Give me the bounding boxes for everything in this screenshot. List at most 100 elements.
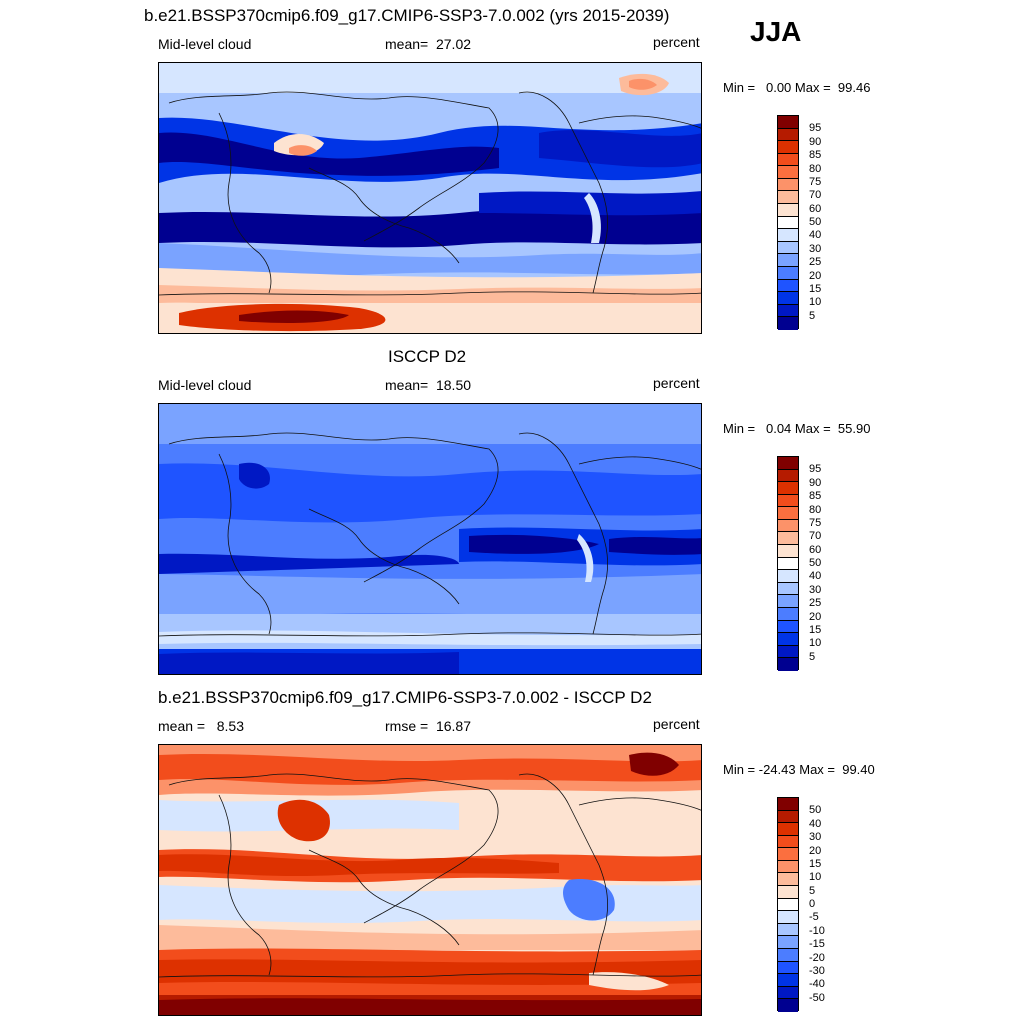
colorbar-tick-label: 10 [809, 296, 822, 309]
panel2-mean-label: mean= 18.50 [385, 377, 472, 393]
colorbar-cell [778, 570, 798, 583]
colorbar-tick-label: 85 [809, 149, 822, 162]
colorbar-tick-label: -20 [809, 951, 825, 964]
colorbar-cell [778, 229, 798, 242]
colorbar-cell [778, 835, 798, 849]
colorbar-tick-label: 80 [809, 162, 822, 175]
colorbar-cell [778, 292, 798, 305]
colorbar-tick-label: 95 [809, 122, 822, 135]
colorbar-cell [778, 886, 798, 899]
colorbar-tick-label: 10 [809, 871, 822, 884]
colorbar-tick-label: -5 [809, 911, 819, 924]
panel3-title: b.e21.BSSP370cmip6.f09_g17.CMIP6-SSP3-7.… [158, 688, 652, 707]
colorbar-cell [778, 494, 798, 508]
colorbar-cell [778, 519, 798, 533]
panel3-colorbar-ticks: 50 40 30 20 15 10 5 0 -5 -10 -15 -20 -30 -40 -50 [809, 797, 869, 1011]
colorbar-cell [778, 582, 798, 596]
colorbar-tick-label: 25 [809, 256, 822, 269]
panel2-map [158, 403, 702, 675]
colorbar-tick-label: 90 [809, 135, 822, 148]
panel1-mean-label: mean= 27.02 [385, 36, 472, 52]
colorbar-tick-label: 5 [809, 650, 816, 663]
colorbar-tick-label: 5 [809, 884, 816, 897]
colorbar-tick-label: 30 [809, 583, 822, 596]
panel1-variable-label: Mid-level cloud [158, 36, 252, 52]
colorbar-tick-label: -15 [809, 938, 825, 951]
colorbar-tick-label: 10 [809, 637, 822, 650]
panel1-title: b.e21.BSSP370cmip6.f09_g17.CMIP6-SSP3-7.… [144, 6, 670, 25]
colorbar-cell [778, 317, 798, 330]
colorbar-tick-label: -50 [809, 991, 825, 1004]
colorbar-cell [778, 191, 798, 205]
colorbar-cell [778, 469, 798, 483]
colorbar-cell [778, 798, 798, 811]
colorbar-cell [778, 923, 798, 937]
colorbar-tick-label: -30 [809, 964, 825, 977]
colorbar-tick-label: 50 [809, 557, 822, 569]
colorbar-cell [778, 936, 798, 949]
colorbar-cell [778, 254, 798, 267]
panel3-rmse-label: rmse = 16.87 [385, 718, 471, 734]
colorbar-cell [778, 116, 798, 129]
colorbar-cell [778, 607, 798, 621]
colorbar-tick-label: 30 [809, 831, 822, 844]
colorbar-tick-label: 70 [809, 530, 822, 543]
colorbar-cell [778, 507, 798, 520]
colorbar-tick-label: 75 [809, 175, 822, 188]
colorbar-cell [778, 266, 798, 280]
colorbar-cell [778, 810, 798, 824]
panel1-units-label: percent [653, 34, 700, 50]
colorbar-tick-label: 20 [809, 844, 822, 857]
colorbar-cell [778, 241, 798, 255]
panel3-colorbar [777, 797, 799, 1012]
colorbar-cell [778, 204, 798, 217]
colorbar-tick-label: 50 [809, 804, 822, 817]
panel2-title: ISCCP D2 [388, 347, 467, 366]
colorbar-tick-label: -10 [809, 924, 825, 937]
colorbar-tick-label: 80 [809, 503, 822, 516]
colorbar-cell [778, 873, 798, 887]
colorbar-tick-label: 50 [809, 216, 822, 228]
colorbar-cell [778, 304, 798, 318]
colorbar-tick-label: 15 [809, 623, 822, 636]
colorbar-cell [778, 911, 798, 924]
colorbar-tick-label: 0 [809, 898, 816, 910]
colorbar-cell [778, 545, 798, 558]
panel3-mean-label: mean = 8.53 [158, 718, 245, 734]
colorbar-tick-label: 30 [809, 242, 822, 255]
season-label: JJA [750, 16, 802, 47]
colorbar-tick-label: -40 [809, 978, 825, 991]
colorbar-tick-label: 20 [809, 269, 822, 282]
panel2-colorbar-ticks: 95 90 85 80 75 70 60 50 40 30 25 20 15 10 5 [809, 456, 869, 670]
colorbar-cell [778, 279, 798, 293]
colorbar-cell [778, 216, 798, 230]
colorbar-tick-label: 15 [809, 282, 822, 295]
panel3-map [158, 744, 702, 1016]
colorbar-tick-label: 60 [809, 543, 822, 556]
panel2-colorbar [777, 456, 799, 671]
colorbar-cell [778, 948, 798, 962]
colorbar-cell [778, 860, 798, 874]
colorbar-cell [778, 823, 798, 836]
colorbar-cell [778, 999, 798, 1012]
colorbar-cell [778, 986, 798, 1000]
colorbar-tick-label: 20 [809, 610, 822, 623]
colorbar-cell [778, 620, 798, 634]
colorbar-tick-label: 75 [809, 516, 822, 529]
colorbar-cell [778, 141, 798, 154]
colorbar-tick-label: 5 [809, 309, 816, 322]
panel1-minmax-label: Min = 0.00 Max = 99.46 [723, 80, 871, 95]
colorbar-cell [778, 633, 798, 646]
panel3-minmax-label: Min = -24.43 Max = 99.40 [723, 762, 875, 777]
colorbar-cell [778, 532, 798, 546]
colorbar-cell [778, 645, 798, 659]
panel3-units-label: percent [653, 716, 700, 732]
colorbar-cell [778, 166, 798, 179]
colorbar-cell [778, 178, 798, 192]
colorbar-tick-label: 85 [809, 490, 822, 503]
colorbar-cell [778, 961, 798, 975]
colorbar-tick-label: 25 [809, 597, 822, 610]
colorbar-tick-label: 95 [809, 463, 822, 476]
colorbar-cell [778, 595, 798, 608]
colorbar-cell [778, 557, 798, 571]
